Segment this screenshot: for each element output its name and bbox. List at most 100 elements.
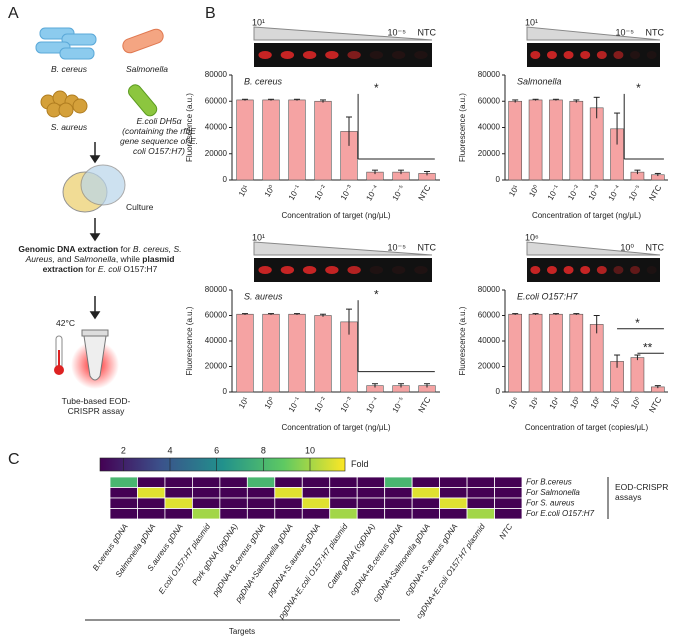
heatmap-cell: [246, 487, 276, 499]
gel-label: 10⁻⁵: [616, 27, 635, 37]
chart-title: S. aureus: [244, 291, 283, 301]
colorbar-tick-label: 8: [261, 445, 266, 455]
b-cereus-icon: [35, 27, 97, 60]
y-tick-label: 40000: [478, 123, 501, 132]
heatmap-cell: [356, 497, 386, 509]
petri-dishes: [62, 164, 126, 213]
heatmap-cell: [191, 497, 221, 509]
text-segment: Salmonella: [73, 254, 116, 264]
x-axis-label: Targets: [229, 627, 255, 636]
salmonella-icon: [122, 28, 164, 54]
gel-spot: [596, 266, 607, 274]
chart-title: E.coli O157:H7: [517, 291, 579, 301]
x-tick-label: 10⁻¹: [287, 395, 303, 413]
heatmap-cell: [494, 508, 523, 520]
gel-spot: [414, 266, 428, 274]
x-tick-label: 10⁻³: [339, 183, 355, 201]
y-tick-label: 80000: [478, 70, 501, 79]
gel-label: 10¹: [525, 17, 538, 27]
bar: [569, 313, 584, 393]
heatmap-cell: [109, 497, 138, 509]
bar: [236, 99, 254, 181]
y-tick-label: 60000: [205, 96, 228, 105]
gel-spot: [280, 266, 295, 274]
colorbar-tick-label: 2: [121, 445, 126, 455]
panel-label: C: [8, 451, 20, 468]
heatmap-cell: [109, 508, 138, 520]
x-tick-label: 10⁴: [548, 395, 562, 411]
heatmap-cell: [411, 497, 440, 509]
bar: [314, 100, 332, 181]
y-tick-label: 20000: [478, 362, 501, 371]
bar: [569, 100, 584, 181]
text-segment: for: [118, 244, 133, 254]
gel-spot: [414, 51, 428, 59]
heatmap-cell: [411, 476, 440, 488]
temperature-label: 42°C: [56, 318, 75, 328]
heatmap-cell: [439, 487, 468, 499]
bar: [528, 99, 543, 181]
x-tick-label: 10⁻²: [313, 183, 329, 201]
significance-mark: *: [374, 287, 379, 301]
x-tick-label: NTC: [417, 183, 433, 202]
heatmap-cell: [384, 476, 413, 488]
x-tick-label: 10⁻²: [566, 183, 582, 201]
organism-label: S. aureus: [50, 122, 88, 132]
x-tick-label: NTC: [647, 395, 663, 414]
gel-spot: [302, 51, 317, 59]
y-tick-label: 80000: [205, 285, 228, 294]
x-tick-label: 10¹: [237, 395, 251, 410]
x-tick-label: NTC: [647, 183, 663, 202]
gel-label: 10¹: [252, 232, 265, 242]
gel-spot: [530, 51, 541, 59]
significance-mark: *: [374, 81, 379, 95]
gel-spot: [546, 51, 557, 59]
significance-mark: *: [635, 316, 640, 330]
heatmap-cell: [137, 476, 166, 488]
ecoli-icon: [128, 84, 158, 117]
chart-title: Salmonella: [517, 76, 562, 86]
row-label: For S. aureus: [526, 498, 574, 507]
gel-spot: [580, 51, 591, 59]
gel-spot: [613, 51, 624, 59]
heatmap-cell: [466, 508, 495, 520]
significance-mark: **: [643, 340, 653, 354]
gel-label: 10⁻⁵: [388, 242, 407, 252]
gel-spot: [546, 266, 557, 274]
x-tick-label: 10²: [589, 395, 603, 410]
column-label: cgDNA+B.cereus gDNA: [348, 522, 404, 597]
bar: [314, 315, 332, 393]
gel-spot: [613, 266, 624, 274]
gel-spot: [391, 266, 406, 274]
x-tick-label: 10⁻¹: [546, 183, 562, 201]
colorbar-tick-label: 4: [167, 445, 172, 455]
bar: [549, 313, 563, 393]
x-tick-label: 10⁻²: [313, 395, 329, 413]
gel-label: NTC: [418, 242, 437, 252]
heatmap-cell: [137, 497, 166, 509]
y-tick-label: 20000: [205, 362, 228, 371]
column-label: E.coli O157:H7 plasmid: [157, 522, 213, 596]
gel-label: NTC: [646, 242, 665, 252]
row-label: For B.cereus: [526, 477, 572, 486]
heatmap-cell: [439, 476, 468, 488]
extraction-text: Genomic DNA extraction for B. cereus, S.…: [12, 244, 188, 274]
gel-label: 10⁰: [620, 242, 634, 252]
heatmap-cell: [164, 476, 193, 488]
heatmap-cell: [384, 487, 413, 499]
bar: [508, 100, 523, 181]
x-tick-label: 10⁻⁵: [391, 184, 407, 203]
heatmap-cell: [219, 497, 248, 509]
dilution-wedge: [253, 26, 433, 41]
heatmap-cell: [329, 487, 358, 499]
colorbar-tick-label: 10: [305, 445, 315, 455]
column-label: pgDNA+S.aureus gDNA: [265, 522, 322, 598]
x-tick-label: 10⁵: [527, 396, 541, 411]
chart-title: B. cereus: [244, 76, 283, 86]
dilution-wedge: [253, 241, 433, 256]
bar: [589, 107, 604, 181]
heatmap-cell: [466, 476, 495, 488]
x-tick-label: 10⁻³: [339, 395, 355, 413]
y-tick-label: 60000: [478, 96, 501, 105]
y-tick-label: 60000: [478, 311, 501, 320]
